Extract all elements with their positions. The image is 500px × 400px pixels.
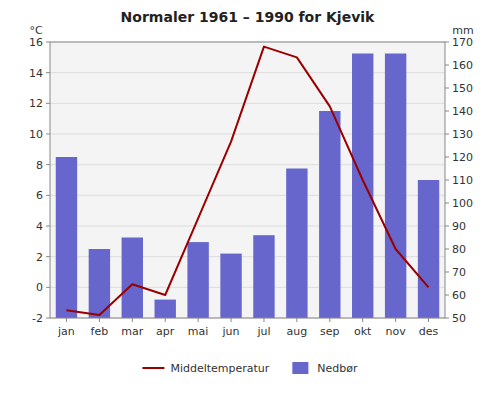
- legend-swatch: [292, 362, 308, 374]
- tick: [362, 318, 363, 322]
- tick: [445, 157, 449, 158]
- tick: [445, 295, 449, 296]
- tick-label: nov: [386, 325, 407, 338]
- tick: [445, 226, 449, 227]
- tick-label: 160: [452, 59, 473, 72]
- tick-label: 14: [29, 67, 43, 80]
- legend-swatch: [142, 367, 164, 369]
- chart: -2 0 2 4 6 8 10 12 14 16 50 60 70 80 90 100 110 120 130 140…: [0, 0, 500, 400]
- tick-label: -2: [32, 312, 43, 325]
- tick: [329, 318, 330, 322]
- tick-label: 130: [452, 128, 473, 141]
- bar: [385, 54, 406, 319]
- bar: [187, 242, 208, 318]
- tick: [132, 318, 133, 322]
- tick: [46, 42, 50, 43]
- tick-label: 16: [29, 36, 43, 49]
- tick: [445, 111, 449, 112]
- legend-label: Nedbør: [317, 362, 358, 375]
- tick: [445, 42, 449, 43]
- bar: [220, 254, 241, 318]
- tick-label: apr: [156, 325, 175, 338]
- legend-label: Middeltemperatur: [170, 362, 269, 375]
- tick: [395, 318, 396, 322]
- tick-label: des: [419, 325, 439, 338]
- tick-label: 140: [452, 105, 473, 118]
- tick: [46, 134, 50, 135]
- plot-frame: [50, 42, 445, 318]
- bar: [286, 169, 307, 319]
- tick: [46, 195, 50, 196]
- tick-label: 8: [36, 159, 43, 172]
- tick-label: 10: [29, 128, 43, 141]
- tick-label: 6: [36, 189, 43, 202]
- tick: [46, 287, 50, 288]
- legend-item: Middeltemperatur: [142, 362, 269, 375]
- tick: [445, 180, 449, 181]
- tick-label: 80: [452, 243, 466, 256]
- tick-label: 110: [452, 174, 473, 187]
- tick: [46, 226, 50, 227]
- tick-label: feb: [91, 325, 109, 338]
- tick-label: jun: [222, 325, 240, 338]
- tick-label: 4: [36, 220, 43, 233]
- tick-label: 70: [452, 266, 466, 279]
- axis-label: mm: [452, 24, 473, 37]
- tick-label: sep: [320, 325, 339, 338]
- tick-label: aug: [287, 325, 308, 338]
- tick-label: 150: [452, 82, 473, 95]
- tick: [445, 88, 449, 89]
- tick-label: okt: [354, 325, 372, 338]
- bar: [418, 180, 439, 318]
- marks: [56, 47, 439, 318]
- bar: [319, 111, 340, 318]
- bar: [253, 235, 274, 318]
- tick-label: jul: [256, 325, 270, 338]
- tick: [445, 203, 449, 204]
- title: Normaler 1961 – 1990 for Kjevik: [121, 9, 375, 25]
- tick-label: 170: [452, 36, 473, 49]
- tick-label: 50: [452, 312, 466, 325]
- tick-label: 0: [36, 281, 43, 294]
- tick: [46, 318, 50, 319]
- tick: [445, 272, 449, 273]
- tick-label: 120: [452, 151, 473, 164]
- axis-label: °C: [29, 24, 43, 37]
- tick: [231, 318, 232, 322]
- tick-label: jan: [57, 325, 75, 338]
- tick-label: 2: [36, 251, 43, 264]
- legend-item: Nedbør: [292, 362, 358, 375]
- legend: Middeltemperatur Nedbør: [142, 362, 358, 375]
- tick: [99, 318, 100, 322]
- tick: [263, 318, 264, 322]
- tick: [428, 318, 429, 322]
- tick: [445, 318, 449, 319]
- tick-label: 90: [452, 220, 466, 233]
- tick: [46, 72, 50, 73]
- tick: [296, 318, 297, 322]
- tick: [198, 318, 199, 322]
- tick-label: mai: [188, 325, 209, 338]
- line: [66, 47, 428, 315]
- bar: [352, 54, 373, 319]
- bar: [155, 300, 176, 318]
- tick: [66, 318, 67, 322]
- tick-label: 60: [452, 289, 466, 302]
- tick-label: 100: [452, 197, 473, 210]
- tick: [445, 134, 449, 135]
- tick: [46, 164, 50, 165]
- tick: [46, 256, 50, 257]
- tick: [445, 249, 449, 250]
- tick-label: mar: [121, 325, 143, 338]
- bar: [122, 238, 143, 319]
- tick: [46, 103, 50, 104]
- tick: [165, 318, 166, 322]
- bar: [56, 157, 77, 318]
- tick-label: 12: [29, 97, 43, 110]
- tick: [445, 65, 449, 66]
